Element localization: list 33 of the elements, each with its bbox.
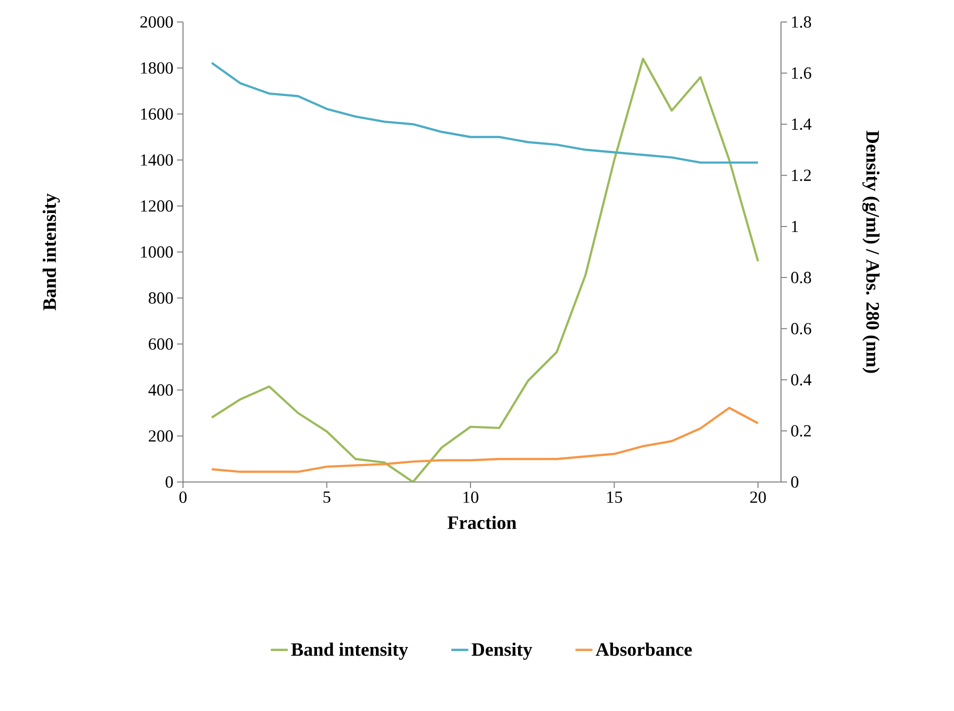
y2-tick-label: 0.6 — [791, 322, 812, 334]
y-tick-label: 1200 — [141, 200, 173, 212]
y-tick-label: 1400 — [141, 154, 173, 166]
y2-tick-label: 0.2 — [791, 425, 811, 437]
y2-tick-label: 0 — [791, 476, 798, 488]
y-axis-title: Band intensity — [42, 194, 60, 310]
y2-tick-label: 1.6 — [792, 67, 812, 79]
y-tick-label: 1800 — [141, 62, 173, 74]
y2-tick-label: 1 — [792, 220, 798, 232]
y-tick-label: 0 — [166, 476, 173, 488]
y-tick-label: 800 — [148, 292, 173, 304]
x-tick-label: 5 — [324, 492, 330, 503]
x-tick-label: 10 — [464, 492, 478, 503]
y-tick-label: 1000 — [141, 246, 173, 258]
x-tick-label: 15 — [607, 492, 622, 503]
y-tick-label: 1600 — [141, 108, 173, 120]
y2-tick-label: 1.2 — [792, 170, 811, 182]
y2-tick-label: 1.8 — [792, 16, 812, 28]
y-tick-label: 400 — [148, 384, 173, 396]
legend-label: Density — [472, 642, 532, 660]
y2-tick-label: 0.4 — [791, 374, 812, 386]
y2-tick-label: 1.4 — [792, 118, 812, 130]
legend-label: Band intensity — [291, 642, 408, 660]
x-tick-label: 20 — [750, 492, 766, 503]
y-tick-label: 200 — [148, 430, 173, 442]
line-series — [210, 58, 760, 482]
x-tick-label: 0 — [179, 492, 187, 503]
y2-tick-label: 0.8 — [791, 272, 812, 284]
x-axis-title: Fraction — [448, 516, 516, 530]
y-tick-label: 600 — [148, 338, 173, 350]
y-tick-label: 2000 — [140, 16, 173, 28]
y2-axis-title: Density (g/ml) / Abs. 280 (nm) — [862, 130, 880, 373]
legend-label: Absorbance — [596, 642, 692, 656]
